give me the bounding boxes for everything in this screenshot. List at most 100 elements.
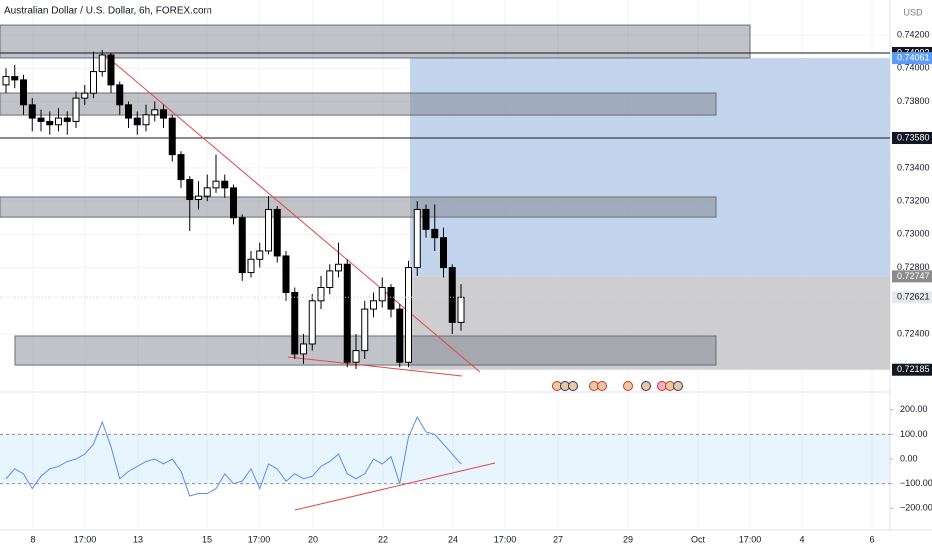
target-zone	[410, 58, 890, 277]
price-label-box	[892, 363, 932, 376]
stop-zone	[410, 276, 890, 370]
candle-body	[168, 117, 176, 156]
x-tick-label: 27	[553, 534, 563, 544]
candle-body	[55, 117, 62, 126]
candle-body	[151, 109, 159, 116]
event-icon	[673, 381, 683, 391]
y-tick-label: 0.72400	[897, 328, 930, 338]
y-tick-label: 0.73200	[897, 196, 930, 206]
chart-title: Australian Dollar / U.S. Dollar, 6h, FOR…	[4, 6, 212, 17]
price-label-box	[892, 291, 932, 304]
x-tick-label: 17:00	[494, 534, 517, 544]
candle-body	[247, 258, 255, 274]
candle-body	[212, 180, 220, 189]
candle-body	[125, 104, 132, 119]
candle-body	[300, 343, 307, 355]
candle-body	[457, 296, 465, 323]
currency: USD	[903, 7, 923, 17]
price-label: 0.72185	[897, 364, 930, 374]
candle-body	[37, 117, 45, 122]
candle-body	[107, 54, 115, 86]
candle-body	[273, 208, 281, 257]
candle-body	[116, 84, 124, 106]
candle-body	[265, 208, 272, 252]
y-tick-label: 0.73800	[897, 96, 930, 106]
candle-body	[308, 300, 316, 345]
trendline	[294, 462, 496, 511]
x-tick-label: 22	[378, 534, 388, 544]
indicator-line	[5, 416, 462, 497]
candle-body	[238, 217, 246, 274]
x-tick-label: 24	[448, 534, 458, 544]
candle-body	[335, 263, 342, 272]
y-tick-label: 0.74200	[897, 29, 930, 39]
candle-body	[396, 308, 404, 363]
candle-body	[20, 79, 27, 106]
x-tick-label: 4	[799, 534, 804, 544]
event-icon	[568, 381, 578, 391]
x-tick-label: 20	[308, 534, 318, 544]
candle-body	[195, 195, 202, 200]
candle-body	[282, 255, 290, 293]
candle-body	[160, 109, 167, 119]
event-icon	[641, 381, 651, 391]
candle-body	[221, 180, 229, 189]
y-tick-label: 0.73400	[897, 162, 930, 172]
candle-body	[413, 208, 421, 269]
candle-body	[431, 228, 439, 239]
candle-body	[11, 76, 19, 81]
price-label-box	[892, 132, 932, 145]
candle-body	[317, 287, 325, 302]
zone	[0, 92, 717, 116]
indicator-tick-label: −200.00	[900, 503, 932, 513]
candle-body	[370, 300, 377, 310]
x-tick-label: 17:00	[248, 534, 271, 544]
price-label: 0.72621	[897, 292, 930, 302]
price-label: 0.72747	[897, 271, 930, 281]
x-tick-label: 8	[30, 534, 35, 544]
price-label-box	[892, 270, 932, 283]
y-tick-label: 0.72800	[897, 262, 930, 272]
indicator-tick-label: 0.00	[900, 453, 918, 463]
candle-body	[98, 54, 106, 73]
candle-body	[203, 187, 211, 197]
x-tick-label: 15	[202, 534, 212, 544]
candle-body	[361, 308, 369, 352]
zone	[0, 196, 717, 218]
indicator-tick-label: 200.00	[900, 404, 928, 414]
candle-body	[63, 117, 71, 122]
x-tick-label: 13	[133, 534, 143, 544]
candle-body	[81, 92, 89, 99]
candle-body	[46, 120, 54, 126]
y-tick-label: 0.73000	[897, 229, 930, 239]
candle-body	[343, 263, 351, 363]
event-icon	[623, 381, 633, 391]
price-label-box	[892, 52, 932, 65]
event-icons	[552, 381, 683, 391]
candle-body	[405, 267, 412, 363]
candle-body	[177, 154, 185, 181]
candle-body	[422, 208, 430, 230]
price-label: 0.74061	[897, 53, 930, 63]
candle-body	[440, 237, 447, 269]
candle-body	[291, 291, 299, 355]
candle-body	[256, 250, 264, 260]
candle-body	[230, 187, 237, 219]
x-tick-label: 17:00	[74, 534, 97, 544]
y-tick-label: 0.74000	[897, 63, 930, 73]
trendline	[104, 54, 481, 373]
candle-body	[387, 287, 395, 310]
candle-body	[2, 76, 10, 86]
indicator-band	[0, 434, 890, 484]
candle-body	[142, 114, 150, 126]
x-tick-label: 6	[869, 534, 874, 544]
candle-body	[448, 267, 456, 323]
candle-body	[28, 104, 36, 119]
indicator-tick-label: −100.00	[900, 478, 932, 488]
x-tick-label: Oct	[691, 534, 706, 544]
x-tick-label: 29	[623, 534, 633, 544]
candle-body	[352, 350, 360, 363]
event-icon	[597, 381, 607, 391]
candle-body	[90, 71, 97, 94]
